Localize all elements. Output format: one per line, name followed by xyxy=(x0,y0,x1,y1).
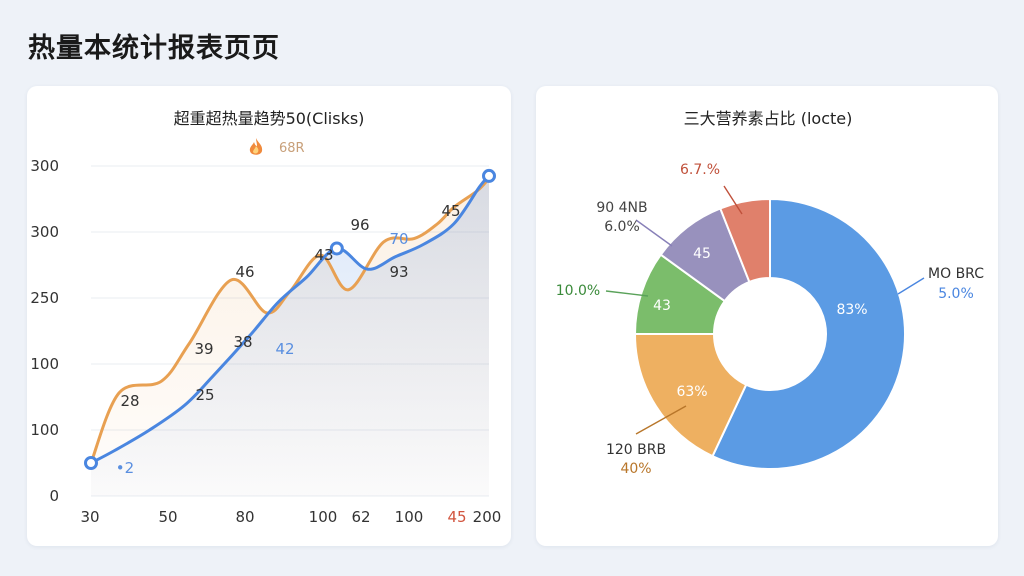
series-blue-area xyxy=(91,175,489,496)
slice-label: 10.0% xyxy=(556,283,600,299)
slice-label: 45 xyxy=(693,246,711,262)
x-tick-label: 200 xyxy=(473,508,502,526)
y-tick-label: 300 xyxy=(30,223,59,241)
page-title: 热量本统计报表页页 xyxy=(28,33,280,64)
legend-text: 68R xyxy=(279,141,305,156)
donut-slice xyxy=(711,197,906,470)
flame-icon xyxy=(249,138,263,155)
line-chart-card: 超重超热量趋势50(Clisks) 68R 300 300 250 100 100 0 3… xyxy=(27,86,511,546)
slice-label: 120 BRB xyxy=(606,442,666,458)
donut-chart: 三大营养素占比 (locte) 83% 63% 43 45 MO BRC 5.0% 120 … xyxy=(556,109,984,477)
data-label: 39 xyxy=(194,340,213,358)
y-tick-label: 100 xyxy=(30,355,59,373)
slice-label: 5.0% xyxy=(938,286,974,302)
x-tick-label: 100 xyxy=(395,508,424,526)
slice-label: 43 xyxy=(653,298,671,314)
y-tick-label: 100 xyxy=(30,421,59,439)
slice-label: 63% xyxy=(676,384,707,400)
slice-label: MO BRC xyxy=(928,266,984,282)
x-tick-label: 80 xyxy=(235,508,254,526)
data-label: 25 xyxy=(195,386,214,404)
line-chart-title: 超重超热量趋势50(Clisks) xyxy=(174,109,365,128)
slice-label: 6.7.% xyxy=(680,162,720,178)
donut-chart-card: 三大营养素占比 (locte) 83% 63% 43 45 MO BRC 5.0% 120 … xyxy=(536,86,998,546)
data-label: 96 xyxy=(350,216,369,234)
data-point xyxy=(84,456,98,470)
x-tick-label: 100 xyxy=(309,508,338,526)
data-point xyxy=(482,168,496,183)
data-label: 70 xyxy=(389,230,408,248)
leader-line xyxy=(635,405,687,435)
data-point xyxy=(329,241,344,256)
series-blue-line xyxy=(89,174,491,465)
x-tick-label: 62 xyxy=(351,508,370,526)
data-label: 93 xyxy=(389,263,408,281)
data-label: 28 xyxy=(120,392,139,410)
data-label: 46 xyxy=(235,263,254,281)
line-chart: 超重超热量趋势50(Clisks) 68R 300 300 250 100 100 0 3… xyxy=(30,109,502,526)
x-tick-label: 30 xyxy=(80,508,99,526)
donut-slice xyxy=(633,333,748,458)
data-label: •2 xyxy=(116,459,134,477)
y-tick-label: 0 xyxy=(49,487,59,505)
leader-line xyxy=(635,219,673,247)
donut-chart-title: 三大营养素占比 (locte) xyxy=(684,109,853,128)
slice-label: 6.0% xyxy=(604,219,640,235)
slice-label: 90 4NB xyxy=(596,200,647,216)
y-tick-label: 250 xyxy=(30,289,59,307)
slice-label: 83% xyxy=(836,302,867,318)
leader-line xyxy=(723,185,743,215)
donut-slice xyxy=(719,197,771,284)
data-label: 43 xyxy=(314,246,333,264)
data-label: 45 xyxy=(441,202,460,220)
series-orange-line xyxy=(89,176,491,465)
data-label: 42 xyxy=(275,340,294,358)
x-tick-label: 50 xyxy=(158,508,177,526)
x-tick-label: 45 xyxy=(447,508,466,526)
slice-label: 40% xyxy=(620,461,651,477)
y-tick-label: 300 xyxy=(30,157,59,175)
leader-line xyxy=(605,290,649,297)
leader-line xyxy=(897,277,925,295)
data-label: 38 xyxy=(233,333,252,351)
